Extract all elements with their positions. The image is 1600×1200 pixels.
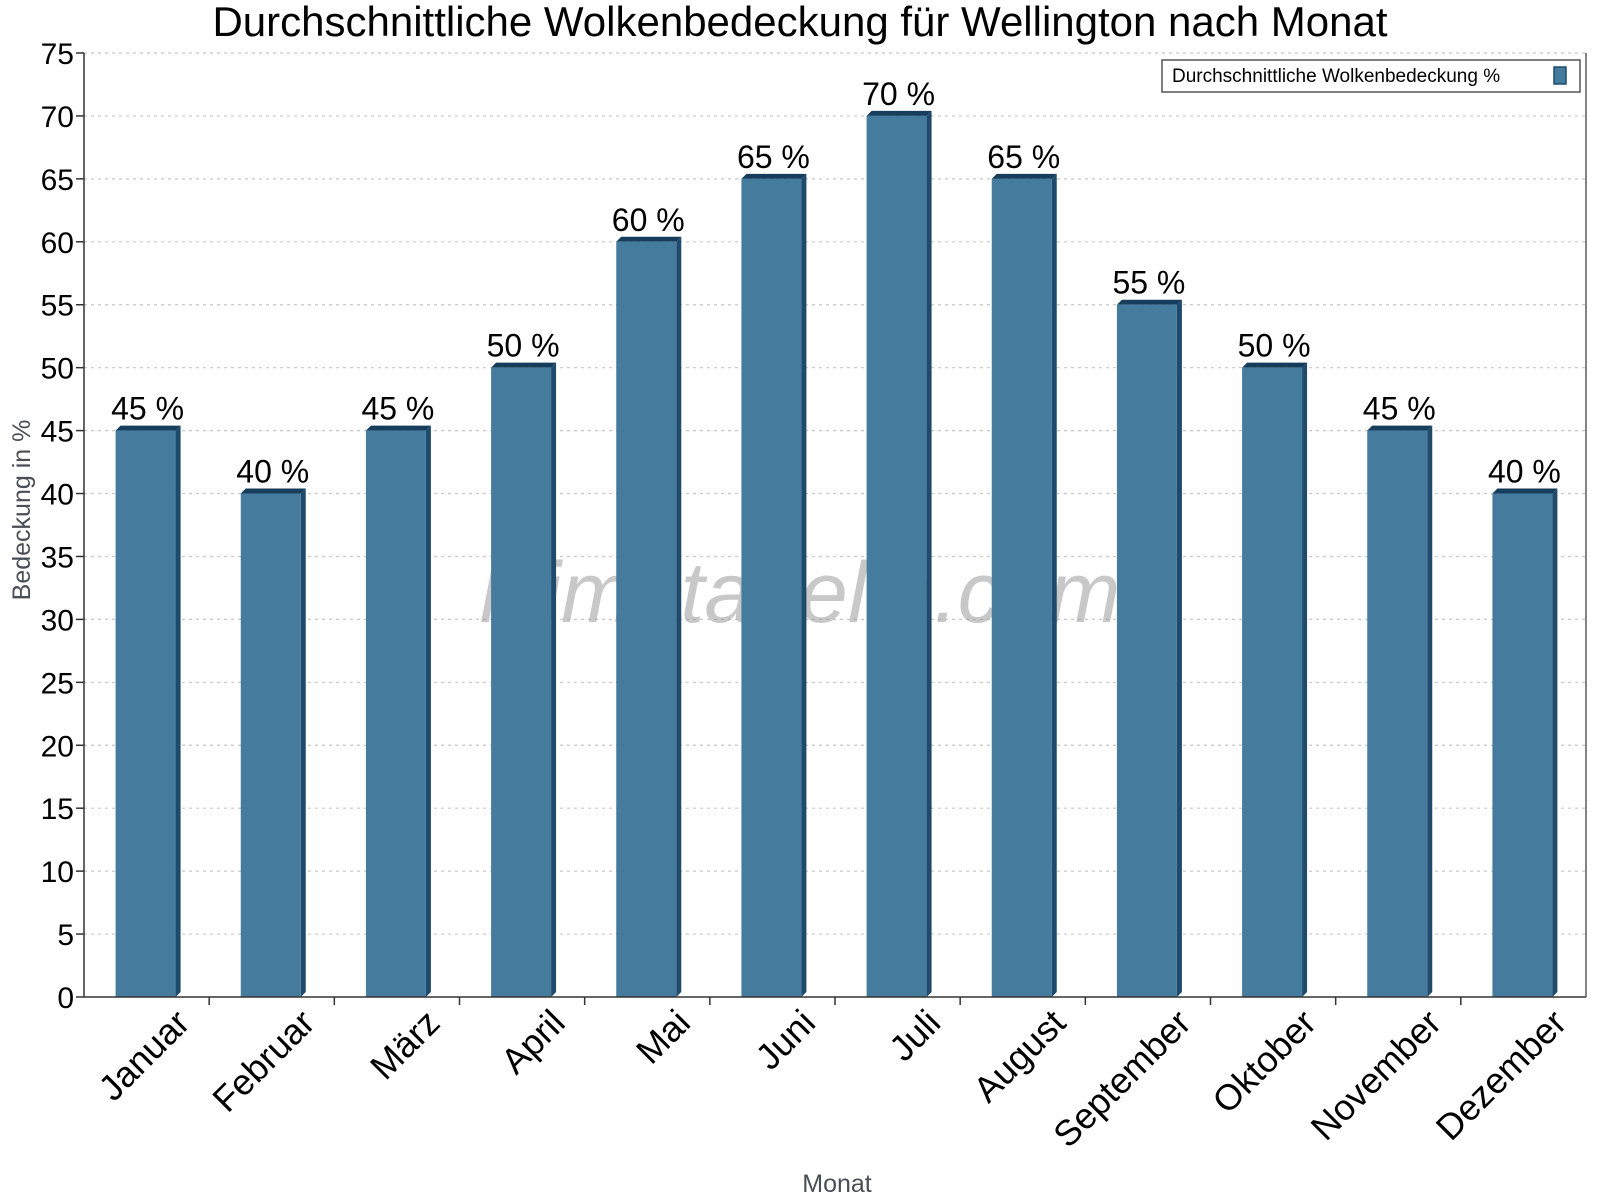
bar-top bbox=[1116, 299, 1182, 305]
data-label: 50 % bbox=[487, 328, 560, 364]
bar-side bbox=[1427, 425, 1433, 998]
y-tick-label: 70 bbox=[41, 101, 74, 134]
bar-side bbox=[1176, 299, 1182, 997]
y-tick-label: 15 bbox=[41, 793, 74, 826]
bar-top bbox=[491, 362, 557, 368]
y-tick-label: 10 bbox=[41, 856, 74, 889]
y-tick-label: 30 bbox=[41, 604, 74, 637]
x-tick-label: März bbox=[362, 1002, 448, 1088]
y-tick-label: 25 bbox=[41, 667, 74, 700]
y-tick-label: 60 bbox=[41, 227, 74, 260]
data-label: 50 % bbox=[1238, 328, 1311, 364]
data-label: 65 % bbox=[987, 139, 1060, 175]
axes bbox=[76, 52, 1587, 1005]
x-axis-title: Monat bbox=[802, 1170, 872, 1198]
bar-top bbox=[1492, 488, 1558, 494]
data-label: 45 % bbox=[361, 391, 434, 427]
data-label: 65 % bbox=[737, 139, 810, 175]
bar bbox=[1116, 304, 1177, 997]
bar-side bbox=[175, 425, 181, 998]
bars bbox=[115, 110, 1558, 998]
bar-side bbox=[425, 425, 431, 998]
x-tick-label: April bbox=[493, 1002, 573, 1082]
legend-label: Durchschnittliche Wolkenbedeckung % bbox=[1172, 66, 1500, 87]
bar bbox=[1492, 493, 1553, 997]
y-tick-label: 35 bbox=[41, 541, 74, 574]
bar-top bbox=[616, 236, 682, 242]
y-tick-label: 55 bbox=[41, 290, 74, 323]
data-label: 55 % bbox=[1112, 265, 1185, 301]
x-tick-label: August bbox=[965, 1002, 1073, 1110]
bar-side bbox=[801, 173, 807, 997]
legend: Durchschnittliche Wolkenbedeckung % bbox=[1161, 59, 1581, 93]
y-tick-labels: 0 5 10 15 20 25 30 35 40 45 50 55 60 65 70 75 bbox=[41, 38, 74, 1015]
legend-swatch bbox=[1553, 66, 1567, 85]
bar-side bbox=[676, 236, 682, 998]
bar bbox=[240, 493, 301, 997]
x-tick-label: Dezember bbox=[1428, 1002, 1574, 1148]
y-axis-title: Bedeckung in % bbox=[8, 420, 36, 601]
bar-side bbox=[300, 488, 306, 997]
bar bbox=[491, 367, 552, 998]
bar bbox=[1242, 367, 1303, 998]
x-tick-label: Oktober bbox=[1204, 1002, 1324, 1122]
bar-top bbox=[365, 425, 431, 431]
legend-box bbox=[1161, 59, 1581, 93]
y-tick-label: 45 bbox=[41, 416, 74, 449]
bar bbox=[115, 430, 176, 998]
bar bbox=[991, 178, 1052, 997]
y-tick-label: 20 bbox=[41, 730, 74, 763]
bar bbox=[616, 241, 677, 998]
data-labels: 45 % 40 % 45 % 50 % 60 % 65 % 70 % 65 % 55 % 50 %… bbox=[111, 76, 1561, 490]
data-label: 40 % bbox=[1488, 454, 1561, 490]
y-tick-label: 75 bbox=[41, 38, 74, 71]
x-tick-label: September bbox=[1045, 1002, 1199, 1156]
bar-side bbox=[926, 110, 932, 997]
bar-top bbox=[1242, 362, 1308, 368]
data-label: 40 % bbox=[236, 454, 309, 490]
bar-top bbox=[741, 173, 807, 179]
bar-side bbox=[1302, 362, 1308, 998]
x-tick-label: Juli bbox=[881, 1002, 948, 1069]
x-tick-label: Mai bbox=[628, 1002, 698, 1072]
x-tick-label: Juni bbox=[747, 1002, 823, 1078]
bar-top bbox=[1367, 425, 1433, 431]
bar-side bbox=[1552, 488, 1558, 997]
bar-top bbox=[991, 173, 1057, 179]
y-tick-label: 40 bbox=[41, 479, 74, 512]
bar bbox=[1367, 430, 1428, 998]
grid-lines bbox=[84, 52, 1586, 935]
data-label: 45 % bbox=[111, 391, 184, 427]
y-tick-label: 0 bbox=[57, 982, 74, 1015]
bar bbox=[741, 178, 802, 997]
data-label: 70 % bbox=[862, 76, 935, 112]
data-label: 45 % bbox=[1363, 391, 1436, 427]
bar-top bbox=[866, 110, 932, 116]
y-tick-label: 65 bbox=[41, 164, 74, 197]
bar bbox=[365, 430, 426, 998]
x-tick-labels: Januar Februar März April Mai Juni Juli AugustS… bbox=[90, 1002, 1574, 1156]
x-tick-label: Februar bbox=[204, 1002, 322, 1120]
chart-title: Durchschnittliche Wolkenbedeckung für We… bbox=[212, 0, 1387, 45]
bar-side bbox=[1051, 173, 1057, 997]
bar-top bbox=[115, 425, 181, 431]
bar bbox=[866, 115, 927, 997]
data-label: 60 % bbox=[612, 202, 685, 238]
y-tick-label: 5 bbox=[57, 919, 74, 952]
bar-top bbox=[240, 488, 306, 494]
y-tick-label: 50 bbox=[41, 353, 74, 386]
x-tick-label: Januar bbox=[90, 1002, 197, 1109]
x-tick-label: November bbox=[1302, 1002, 1448, 1148]
bar-side bbox=[551, 362, 557, 998]
